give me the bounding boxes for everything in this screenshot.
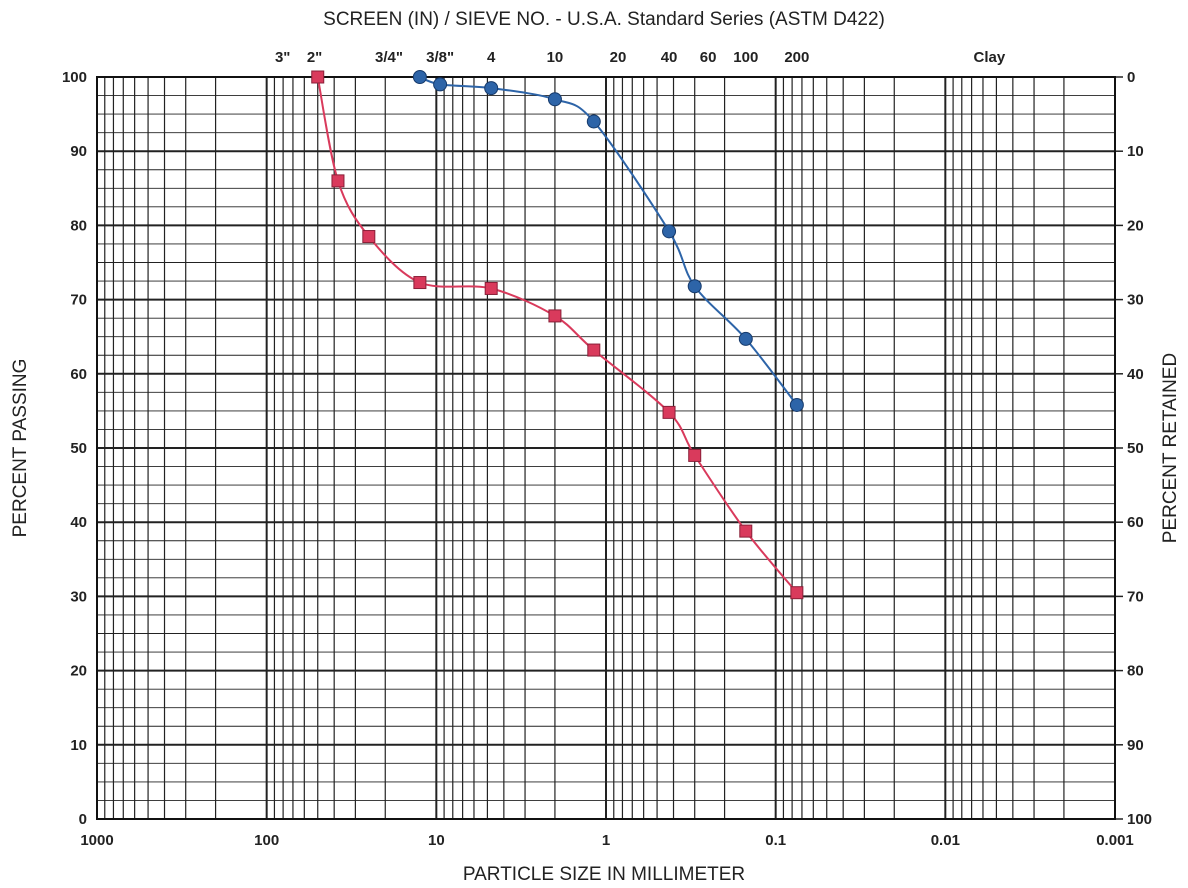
data-point-square [587, 343, 601, 357]
y2-tick-label: 50 [1127, 440, 1144, 457]
y-axis-label: PERCENT PASSING [10, 359, 31, 538]
sieve-label: 2" [307, 49, 322, 66]
sieve-label: 60 [700, 49, 717, 66]
y2-tick-label: 70 [1127, 588, 1144, 605]
data-point-square [548, 309, 562, 323]
chart-title: SCREEN (IN) / SIEVE NO. - U.S.A. Standar… [323, 9, 885, 30]
data-point-square [662, 405, 676, 419]
data-point-circle [586, 114, 601, 129]
y-tick-label: 70 [70, 292, 87, 309]
x-tick-label: 100 [254, 832, 279, 849]
plot-frame [96, 76, 1116, 820]
data-point-square [739, 524, 753, 538]
x-tick-label: 1 [602, 832, 610, 849]
x-tick-label: 1000 [80, 832, 113, 849]
data-point-square [311, 70, 325, 84]
y2-tick-label: 80 [1127, 663, 1144, 680]
sieve-label: 200 [784, 49, 809, 66]
y2-tick-label: 60 [1127, 514, 1144, 531]
sieve-label: 3/8" [426, 49, 454, 66]
sieve-label: 10 [547, 49, 564, 66]
data-point-square [484, 281, 498, 295]
data-point-circle [484, 81, 499, 96]
y2-axis-label: PERCENT RETAINED [1160, 353, 1181, 543]
data-point-circle [687, 279, 702, 294]
series [311, 70, 804, 600]
data-point-circle [412, 70, 427, 84]
data-point-square [362, 230, 376, 244]
sieve-label: 3/4" [375, 49, 403, 66]
data-point-circle [738, 331, 753, 346]
data-point-square [790, 586, 804, 600]
x-tick-label: 0.01 [931, 832, 960, 849]
data-point-circle [789, 397, 804, 412]
data-point-square [331, 174, 345, 188]
grid [96, 76, 1123, 820]
series-line-circle [419, 76, 798, 406]
y2-tick-label: 100 [1127, 811, 1152, 828]
y2-tick-label: 90 [1127, 737, 1144, 754]
data-point-circle [547, 92, 562, 107]
x-axis-label: PARTICLE SIZE IN MILLIMETER [463, 864, 745, 885]
y-tick-label: 90 [70, 143, 87, 160]
y2-tick-label: 40 [1127, 366, 1144, 383]
sieve-label: 100 [733, 49, 758, 66]
sieve-label: 40 [661, 49, 678, 66]
data-point-square [688, 448, 702, 462]
data-point-circle [433, 77, 448, 92]
tick-labels: 0102030405060708090100100908070605040302… [62, 49, 1152, 849]
y-tick-label: 30 [70, 588, 87, 605]
data-point-square [413, 276, 427, 290]
x-tick-label: 0.001 [1096, 832, 1134, 849]
y2-tick-label: 10 [1127, 143, 1144, 160]
sieve-label: 3" [275, 49, 290, 66]
y-tick-label: 60 [70, 366, 87, 383]
x-tick-label: 10 [428, 832, 445, 849]
y-tick-label: 0 [79, 811, 87, 828]
y-tick-label: 50 [70, 440, 87, 457]
y-tick-label: 80 [70, 217, 87, 234]
sieve-label: 20 [610, 49, 627, 66]
y-tick-label: 10 [70, 737, 87, 754]
y-tick-label: 100 [62, 69, 87, 86]
sieve-label: 4 [487, 49, 496, 66]
y-tick-label: 20 [70, 663, 87, 680]
data-point-circle [662, 224, 677, 239]
y2-tick-label: 0 [1127, 69, 1135, 86]
y2-tick-label: 20 [1127, 217, 1144, 234]
x-tick-label: 0.1 [765, 832, 786, 849]
y2-tick-label: 30 [1127, 292, 1144, 309]
y-tick-label: 40 [70, 514, 87, 531]
sieve-label: Clay [974, 49, 1006, 66]
